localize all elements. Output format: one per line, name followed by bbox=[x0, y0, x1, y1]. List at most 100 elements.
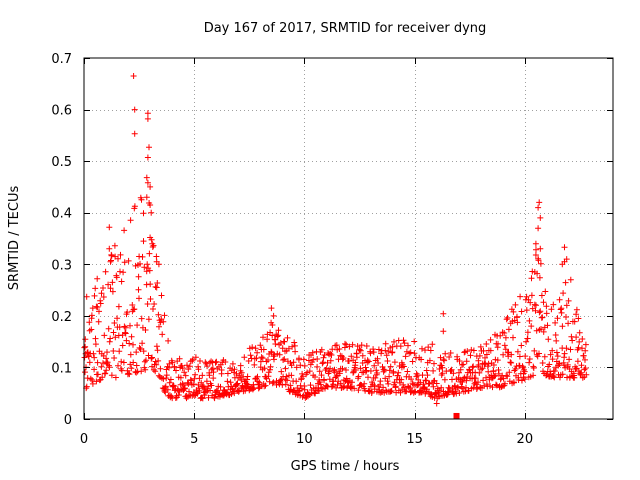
data-point bbox=[200, 383, 207, 390]
data-point bbox=[131, 203, 138, 210]
data-point bbox=[181, 369, 188, 376]
data-point bbox=[551, 368, 558, 374]
data-point bbox=[352, 367, 359, 373]
data-point bbox=[146, 250, 153, 257]
data-point bbox=[108, 372, 115, 379]
data-point bbox=[196, 387, 203, 394]
data-point bbox=[367, 350, 374, 357]
data-point bbox=[291, 342, 298, 349]
data-point bbox=[128, 365, 135, 372]
data-point bbox=[126, 371, 133, 378]
data-point bbox=[180, 382, 187, 389]
data-point bbox=[307, 382, 314, 389]
data-point bbox=[536, 309, 543, 316]
data-point bbox=[96, 308, 102, 315]
data-point bbox=[357, 347, 364, 354]
data-point bbox=[491, 373, 498, 380]
data-point bbox=[374, 370, 381, 376]
data-point bbox=[147, 183, 154, 190]
data-point bbox=[324, 359, 331, 366]
data-point bbox=[237, 362, 244, 369]
data-point bbox=[418, 389, 425, 396]
data-point bbox=[400, 363, 407, 370]
data-point bbox=[352, 359, 359, 366]
data-point bbox=[312, 374, 318, 380]
data-point bbox=[276, 381, 283, 388]
data-point bbox=[133, 349, 140, 356]
data-point bbox=[315, 385, 322, 392]
data-point bbox=[521, 368, 528, 375]
data-point bbox=[508, 306, 515, 313]
data-point bbox=[265, 357, 271, 363]
y-tick-label: 0.3 bbox=[51, 258, 72, 273]
data-point bbox=[466, 367, 473, 374]
data-point bbox=[447, 350, 454, 356]
data-point bbox=[281, 338, 288, 345]
data-point bbox=[111, 320, 118, 326]
data-point bbox=[530, 372, 537, 379]
data-point bbox=[367, 368, 374, 374]
data-point bbox=[429, 341, 436, 348]
data-point bbox=[136, 253, 143, 260]
data-point bbox=[333, 384, 340, 391]
data-point bbox=[346, 358, 352, 364]
data-point bbox=[339, 365, 346, 372]
data-point bbox=[154, 280, 161, 286]
data-point bbox=[346, 343, 353, 350]
data-point bbox=[153, 343, 160, 350]
data-point bbox=[127, 322, 133, 329]
data-point bbox=[532, 252, 539, 258]
data-point bbox=[107, 258, 114, 265]
data-point bbox=[293, 378, 300, 385]
data-point bbox=[192, 354, 199, 361]
data-point bbox=[539, 314, 546, 321]
data-point bbox=[312, 390, 319, 397]
data-point bbox=[184, 379, 191, 386]
data-point bbox=[477, 343, 484, 350]
data-point bbox=[280, 357, 287, 363]
data-point bbox=[184, 362, 190, 369]
data-point bbox=[301, 386, 308, 393]
data-point bbox=[526, 356, 533, 362]
data-point bbox=[351, 385, 358, 392]
data-point bbox=[144, 115, 151, 122]
data-point bbox=[270, 312, 277, 319]
data-point bbox=[210, 369, 217, 376]
data-point bbox=[427, 347, 434, 354]
data-point bbox=[257, 358, 264, 365]
data-point bbox=[374, 355, 381, 362]
data-point bbox=[582, 356, 588, 363]
data-point bbox=[198, 379, 205, 386]
y-tick-label: 0.6 bbox=[51, 104, 72, 119]
data-point bbox=[566, 356, 573, 363]
data-point bbox=[423, 377, 430, 384]
data-point bbox=[284, 377, 291, 384]
data-point bbox=[470, 347, 477, 354]
data-point bbox=[82, 343, 89, 350]
data-point bbox=[430, 383, 437, 390]
data-point bbox=[102, 370, 109, 377]
data-point bbox=[468, 346, 475, 353]
data-point bbox=[204, 363, 211, 370]
data-point bbox=[199, 372, 206, 379]
data-point bbox=[138, 368, 145, 375]
data-point bbox=[92, 335, 99, 342]
data-point bbox=[397, 343, 404, 350]
data-point bbox=[554, 353, 561, 360]
data-point bbox=[272, 341, 279, 347]
data-point bbox=[537, 260, 544, 267]
data-point bbox=[377, 378, 384, 385]
data-point bbox=[530, 365, 537, 371]
data-point bbox=[82, 336, 89, 343]
data-point bbox=[152, 368, 159, 375]
y-tick-label: 0 bbox=[64, 413, 72, 428]
data-point bbox=[494, 357, 501, 364]
data-point bbox=[485, 368, 492, 375]
data-point bbox=[521, 376, 528, 383]
data-point bbox=[388, 387, 395, 394]
data-point bbox=[372, 374, 379, 381]
data-point bbox=[247, 352, 254, 359]
data-point bbox=[538, 292, 545, 299]
data-point bbox=[328, 383, 335, 390]
data-point bbox=[464, 348, 471, 355]
